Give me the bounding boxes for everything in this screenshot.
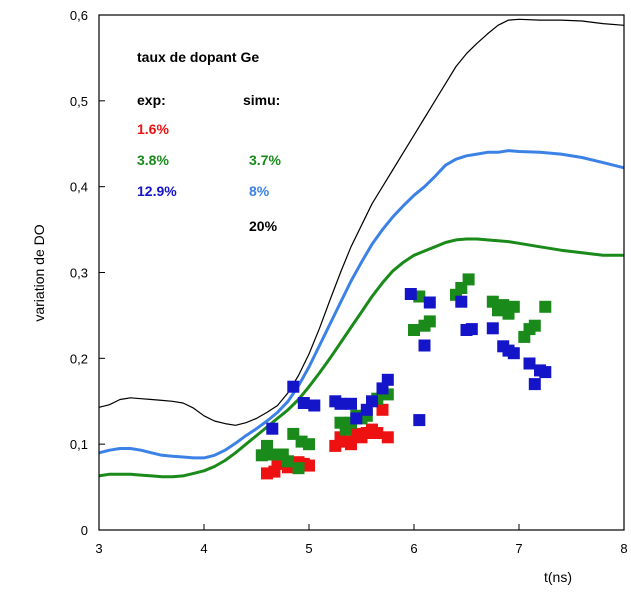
exp-point-12-9- (528, 378, 541, 391)
legend-exp-1-6: 1.6% (137, 121, 169, 137)
plot-frame (98, 14, 625, 531)
exp-point-12-9- (418, 339, 431, 352)
exp-point-3-8- (539, 300, 552, 313)
exp-point-12-9- (455, 295, 468, 308)
legend-simu-8: 8% (249, 183, 270, 199)
exp-point-12-9- (308, 399, 321, 412)
y-tick-label: 0,3 (70, 266, 88, 281)
exp-point-1-6- (371, 427, 384, 439)
x-axis-title: t(ns) (544, 569, 572, 585)
exp-point-12-9- (366, 395, 378, 408)
exp-point-3-8- (423, 315, 436, 328)
x-tick-label: 6 (410, 541, 417, 556)
exp-point-3-8- (292, 462, 305, 475)
x-tick-label: 8 (620, 541, 627, 556)
simu-line-8- (98, 149, 625, 460)
exp-point-3-8- (408, 324, 420, 336)
simu-line-20- (98, 18, 625, 426)
legend-simu-header: simu: (243, 92, 280, 108)
exp-point-12-9- (423, 296, 436, 309)
x-tick-label: 4 (200, 541, 207, 556)
legend-exp-12-9: 12.9% (137, 183, 177, 199)
exp-point-3-8- (507, 300, 520, 313)
exp-point-3-8- (462, 273, 475, 286)
exp-point-1-6- (345, 438, 357, 451)
x-tick-label: 5 (305, 541, 312, 556)
exp-point-12-9- (486, 322, 499, 335)
exp-point-1-6- (381, 431, 394, 444)
exp-point-12-9- (334, 397, 347, 410)
y-tick-label: 0,6 (70, 8, 88, 23)
exp-point-12-9- (507, 347, 520, 360)
x-tick-label: 7 (515, 541, 522, 556)
exp-point-12-9- (413, 414, 426, 427)
exp-point-12-9- (381, 373, 394, 386)
simu-line-3-7- (98, 237, 624, 479)
exp-point-12-9- (404, 288, 417, 300)
y-axis-title: variation de DO (31, 224, 47, 321)
legend: taux de dopant Ge exp: simu: 1.6% 3.8% 1… (137, 49, 281, 234)
legend-simu-3-7: 3.7% (249, 152, 281, 168)
exp-point-12-9- (287, 380, 300, 393)
legend-simu-20: 20% (249, 218, 278, 234)
exp-point-1-6- (303, 459, 315, 472)
legend-heading: taux de dopant Ge (137, 49, 259, 65)
legend-exp-3-8: 3.8% (137, 152, 169, 168)
exp-point-3-8- (266, 448, 279, 461)
exp-point-12-9- (350, 412, 363, 425)
exp-point-3-8- (255, 449, 268, 462)
exp-point-12-9- (539, 366, 552, 379)
exp-point-3-8- (528, 319, 541, 332)
y-tick-label: 0,1 (70, 437, 88, 452)
axes: 3 4 5 6 7 8 0 0,1 0,2 0,3 0,4 0,5 0,6 (70, 8, 628, 556)
exp-point-12-9- (297, 397, 310, 409)
exp-point-12-9- (345, 397, 357, 410)
y-tick-label: 0,2 (70, 351, 88, 366)
legend-exp-header: exp: (137, 92, 166, 108)
y-tick-label: 0 (81, 523, 88, 538)
y-tick-label: 0,4 (70, 180, 88, 195)
exp-point-3-8- (303, 438, 315, 451)
y-tick-label: 0,5 (70, 94, 88, 109)
plot-area (98, 18, 625, 480)
exp-point-12-9- (465, 323, 478, 336)
x-tick-label: 3 (95, 541, 102, 556)
exp-point-12-9- (523, 357, 536, 370)
exp-point-12-9- (266, 422, 279, 435)
exp-point-1-6- (376, 403, 389, 416)
exp-point-3-8- (282, 455, 294, 468)
